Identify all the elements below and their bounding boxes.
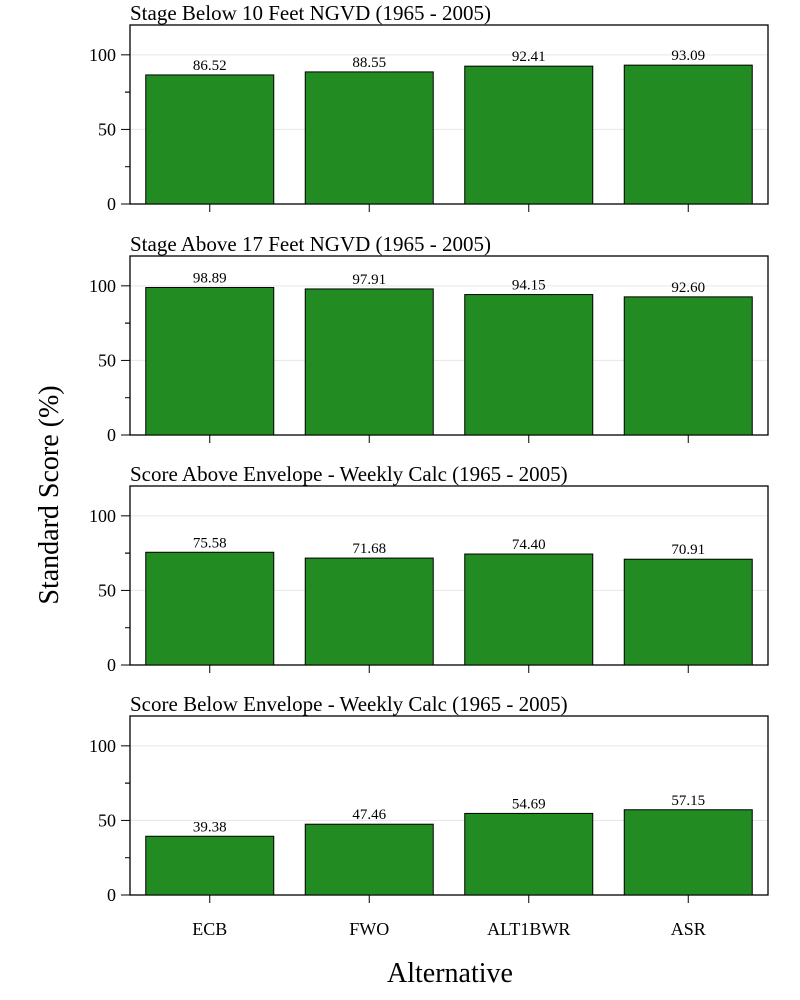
data-label: 92.41	[512, 49, 546, 65]
data-label: 93.09	[671, 48, 705, 64]
data-label: 97.91	[352, 272, 386, 288]
x-tick-label: FWO	[349, 919, 389, 939]
bar	[304, 557, 434, 666]
y-tick-label: 100	[89, 506, 116, 526]
data-label: 94.15	[512, 278, 546, 294]
data-label: 57.15	[671, 793, 705, 809]
panel-title: Stage Above 17 Feet NGVD (1965 - 2005)	[130, 232, 491, 256]
panel-title: Stage Below 10 Feet NGVD (1965 - 2005)	[130, 1, 491, 25]
bar	[623, 64, 753, 205]
chart-panel: Score Above Envelope - Weekly Calc (1965…	[89, 462, 769, 675]
panel-frame	[129, 485, 769, 666]
y-tick-label: 50	[98, 350, 116, 370]
chart-panel: Stage Above 17 Feet NGVD (1965 - 2005) 0 5…	[89, 232, 769, 445]
chart-panels: Stage Below 10 Feet NGVD (1965 - 2005) 0 5…	[89, 1, 769, 939]
y-tick-label: 50	[98, 810, 116, 830]
bar	[464, 294, 594, 436]
bar	[623, 558, 753, 666]
bar	[145, 835, 275, 896]
x-tick-label: ASR	[671, 919, 706, 939]
y-tick-label: 100	[89, 276, 116, 296]
y-axis-title: Standard Score (%)	[34, 385, 65, 604]
chart-panel: Score Below Envelope - Weekly Calc (1965…	[89, 692, 769, 939]
x-axis-title: Alternative	[387, 958, 513, 989]
x-tick-label: ECB	[192, 919, 227, 939]
y-tick-label: 0	[107, 194, 116, 214]
bar	[464, 553, 594, 666]
y-tick-label: 100	[89, 45, 116, 65]
panel-frame	[129, 24, 769, 205]
data-label: 47.46	[352, 807, 386, 823]
bar	[623, 296, 753, 436]
data-label: 86.52	[193, 58, 227, 74]
panel-frame	[129, 255, 769, 436]
y-tick-label: 0	[107, 655, 116, 675]
data-label: 75.58	[193, 535, 227, 551]
y-tick-label: 50	[98, 119, 116, 139]
data-label: 74.40	[512, 537, 546, 553]
panel-title: Score Below Envelope - Weekly Calc (1965…	[130, 692, 568, 716]
x-tick-label: ALT1BWR	[487, 919, 570, 939]
bar	[145, 74, 275, 205]
bar	[464, 65, 594, 205]
data-label: 70.91	[671, 542, 705, 558]
panel-frame	[129, 715, 769, 896]
data-label: 54.69	[512, 796, 546, 812]
bar	[623, 809, 753, 896]
bar	[304, 288, 434, 436]
data-label: 39.38	[193, 819, 227, 835]
data-label: 88.55	[352, 55, 386, 71]
bar	[304, 71, 434, 205]
panel-title: Score Above Envelope - Weekly Calc (1965…	[130, 462, 568, 486]
y-tick-label: 50	[98, 580, 116, 600]
data-label: 98.89	[193, 270, 227, 286]
bar	[304, 823, 434, 896]
bar	[145, 286, 275, 436]
chart-panel: Stage Below 10 Feet NGVD (1965 - 2005) 0 5…	[89, 1, 769, 214]
bar	[464, 812, 594, 896]
bar	[145, 551, 275, 666]
y-tick-label: 0	[107, 885, 116, 905]
data-label: 92.60	[671, 280, 705, 296]
y-tick-label: 0	[107, 425, 116, 445]
data-label: 71.68	[352, 541, 386, 557]
y-tick-label: 100	[89, 736, 116, 756]
